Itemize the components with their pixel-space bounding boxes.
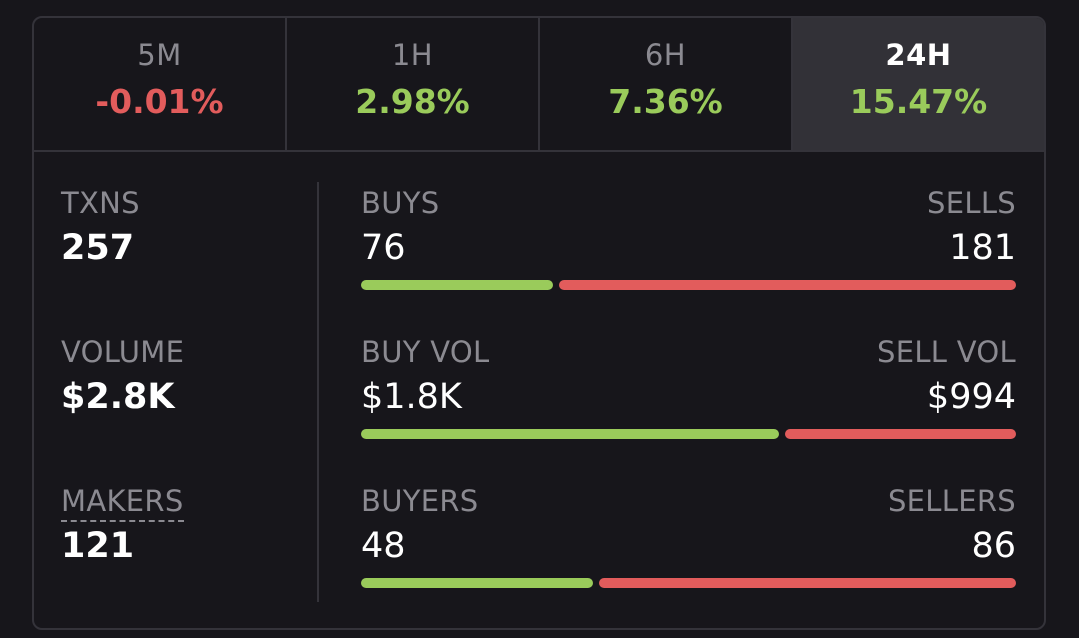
buy-vol-value: $1.8K xyxy=(361,377,462,417)
tab-24h[interactable]: 24H 15.47% xyxy=(793,18,1044,150)
buys-sells-row: BUYS SELLS 76 181 xyxy=(361,186,1016,290)
buyers-sellers-ratio-bar xyxy=(361,578,1016,588)
tab-label: 1H xyxy=(391,38,434,72)
sells-label: SELLS xyxy=(927,186,1016,220)
stats-body: TXNS 257 VOLUME $2.8K MAKERS 121 BUYS SE… xyxy=(34,152,1044,628)
buy-segment xyxy=(361,578,593,588)
buys-value: 76 xyxy=(361,228,406,268)
tab-price-change: 15.47% xyxy=(849,82,988,121)
volume-row: BUY VOL SELL VOL $1.8K $994 xyxy=(361,335,1016,439)
timeframe-tabs: 5M -0.01% 1H 2.98% 6H 7.36% 24H 15.47% xyxy=(34,18,1044,152)
makers-value: 121 xyxy=(61,526,135,566)
tab-5m[interactable]: 5M -0.01% xyxy=(34,18,287,150)
makers-stat: MAKERS 121 xyxy=(61,484,184,566)
breakdown-column: BUYS SELLS 76 181 BUY VOL SELL VOL xyxy=(361,152,1016,628)
token-stats-card: 5M -0.01% 1H 2.98% 6H 7.36% 24H 15.47% T… xyxy=(32,16,1046,630)
sell-segment xyxy=(559,280,1016,290)
sell-vol-label: SELL VOL xyxy=(877,335,1016,369)
buyers-sellers-row: BUYERS SELLERS 48 86 xyxy=(361,484,1016,588)
tab-6h[interactable]: 6H 7.36% xyxy=(540,18,793,150)
sellers-label: SELLERS xyxy=(887,484,1016,518)
buyers-value: 48 xyxy=(361,526,406,566)
buyers-label: BUYERS xyxy=(361,484,479,518)
tab-price-change: 7.36% xyxy=(608,82,723,121)
makers-label[interactable]: MAKERS xyxy=(61,484,184,522)
column-divider xyxy=(317,182,319,602)
sell-segment xyxy=(599,578,1016,588)
tab-1h[interactable]: 1H 2.98% xyxy=(287,18,540,150)
sell-vol-value: $994 xyxy=(926,377,1016,417)
sells-value: 181 xyxy=(949,228,1016,268)
txns-label: TXNS xyxy=(61,186,140,220)
tab-label: 24H xyxy=(885,38,952,72)
buy-vol-label: BUY VOL xyxy=(361,335,490,369)
tab-price-change: -0.01% xyxy=(95,82,224,121)
summary-column: TXNS 257 VOLUME $2.8K MAKERS 121 xyxy=(34,152,318,628)
volume-label: VOLUME xyxy=(61,335,185,369)
sellers-value: 86 xyxy=(971,526,1016,566)
buy-segment xyxy=(361,429,779,439)
sell-segment xyxy=(785,429,1016,439)
tab-label: 6H xyxy=(644,38,687,72)
volume-stat: VOLUME $2.8K xyxy=(61,335,184,417)
tab-price-change: 2.98% xyxy=(355,82,470,121)
buys-label: BUYS xyxy=(361,186,440,220)
tab-label: 5M xyxy=(137,38,182,72)
buys-sells-ratio-bar xyxy=(361,280,1016,290)
buy-segment xyxy=(361,280,553,290)
volume-ratio-bar xyxy=(361,429,1016,439)
txns-stat: TXNS 257 xyxy=(61,186,140,268)
txns-value: 257 xyxy=(61,228,135,268)
volume-value: $2.8K xyxy=(61,377,175,417)
